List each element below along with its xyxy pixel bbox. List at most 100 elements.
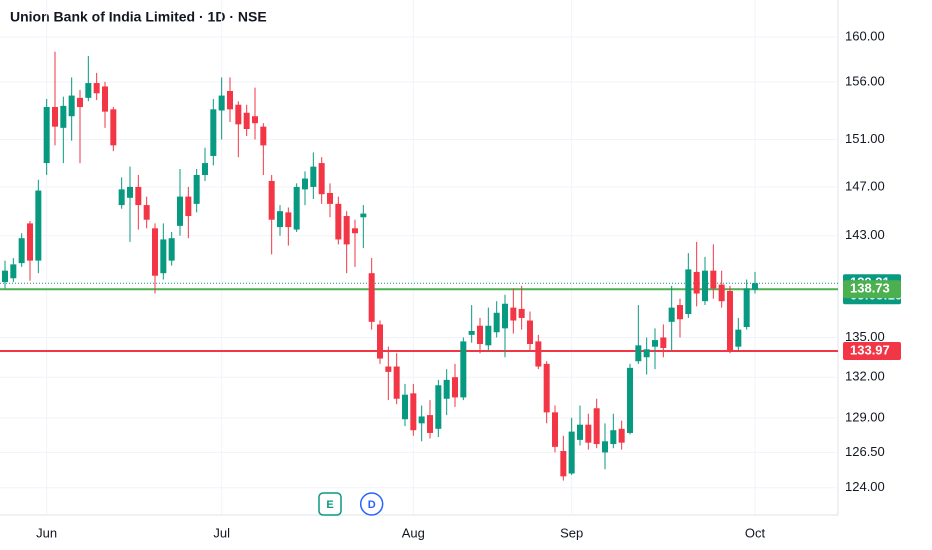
- price-label-box: [843, 342, 901, 361]
- candle-body: [702, 270, 708, 302]
- candle-body: [577, 424, 583, 440]
- candle-body: [127, 186, 133, 198]
- candle-body: [635, 345, 642, 362]
- candle-body: [318, 163, 325, 195]
- event-marker: [318, 492, 342, 516]
- candle-body: [293, 186, 300, 230]
- candle-body: [60, 105, 67, 128]
- x-tick-label: Jul: [213, 525, 230, 540]
- candle-body: [668, 307, 675, 322]
- candle-body: [110, 109, 117, 146]
- candle-body: [743, 288, 750, 328]
- candle-body: [135, 186, 142, 206]
- candle-body: [593, 408, 600, 445]
- y-tick-label: 143.00: [845, 227, 885, 242]
- candle-body: [493, 312, 500, 333]
- price-label: 138.73: [850, 281, 890, 296]
- candle-body: [518, 308, 525, 318]
- x-tick-label: Jun: [36, 525, 57, 540]
- candle-body: [543, 363, 550, 413]
- candle-body: [377, 324, 383, 359]
- candle-body: [302, 178, 308, 190]
- price-label-box: [843, 280, 901, 299]
- y-tick-label: 129.00: [845, 409, 885, 424]
- candle-body: [443, 379, 450, 399]
- candle-body: [2, 270, 8, 283]
- candle-body: [752, 283, 758, 290]
- event-label: D: [368, 499, 376, 511]
- candle-body: [327, 192, 333, 204]
- candle-body: [410, 393, 417, 431]
- candle-body: [335, 203, 342, 240]
- candle-body: [452, 377, 458, 398]
- candle-body: [602, 441, 608, 453]
- candle-body: [310, 166, 317, 187]
- x-tick-label: Sep: [560, 525, 583, 540]
- event-label: E: [326, 499, 333, 511]
- candle-body: [18, 238, 25, 264]
- candle-body: [660, 337, 667, 348]
- candle-body: [502, 303, 508, 329]
- candle-body: [260, 126, 267, 146]
- candle-body: [368, 273, 375, 322]
- candle-body: [152, 228, 158, 276]
- candle-body: [227, 91, 233, 110]
- candle-body: [385, 366, 392, 372]
- y-tick-label: 151.00: [845, 131, 885, 146]
- candle-body: [460, 341, 467, 398]
- candle-body: [185, 196, 192, 217]
- candle-body: [485, 325, 492, 346]
- candle-body: [235, 104, 242, 125]
- candle-body: [118, 189, 125, 206]
- y-tick-label: 160.00: [845, 29, 885, 44]
- candle-body: [35, 190, 42, 261]
- candle-body: [718, 284, 725, 302]
- candle-body: [210, 109, 217, 156]
- candle-body: [735, 329, 742, 347]
- candle-body: [10, 264, 17, 279]
- candle-body: [402, 394, 408, 420]
- candle-body: [568, 431, 575, 474]
- candle-body: [527, 320, 533, 345]
- candle-body: [102, 86, 108, 112]
- candle-body: [93, 83, 100, 94]
- candle-body: [177, 196, 183, 226]
- x-tick-label: Oct: [745, 525, 766, 540]
- candle-body: [193, 174, 200, 204]
- candle-body: [643, 349, 650, 358]
- event-marker: [359, 492, 384, 516]
- candle-body: [268, 180, 275, 220]
- y-tick-label: 147.00: [845, 178, 885, 193]
- candle-body: [343, 216, 350, 245]
- candle-body: [168, 238, 175, 261]
- candle-body: [218, 95, 225, 111]
- candle-body: [427, 415, 433, 433]
- y-tick-label: 135.00: [845, 329, 885, 344]
- candle-body: [252, 116, 258, 124]
- x-tick-label: Aug: [402, 525, 425, 540]
- candle-body: [85, 83, 92, 98]
- candle-body: [727, 290, 733, 351]
- candle-body: [43, 107, 50, 164]
- candle-body: [352, 228, 358, 234]
- candle-body: [27, 223, 33, 261]
- y-tick-label: 124.00: [845, 479, 885, 494]
- candle-body: [243, 112, 250, 129]
- chart-title: Union Bank of India Limited · 1D · NSE: [10, 9, 267, 25]
- candle-body: [143, 205, 150, 220]
- candle-body: [685, 269, 692, 315]
- candle-body: [618, 428, 625, 443]
- candle-body: [652, 340, 658, 347]
- candle-body: [510, 307, 517, 321]
- candle-body: [418, 416, 425, 424]
- candle-body: [560, 451, 567, 477]
- candle-body: [160, 239, 167, 274]
- candle-body: [77, 97, 83, 108]
- candle-body: [477, 325, 483, 345]
- candle-body: [393, 366, 400, 399]
- candle-body: [693, 271, 700, 294]
- candle-body: [277, 211, 283, 228]
- candle-body: [468, 330, 475, 335]
- price-label: 133.97: [850, 342, 890, 357]
